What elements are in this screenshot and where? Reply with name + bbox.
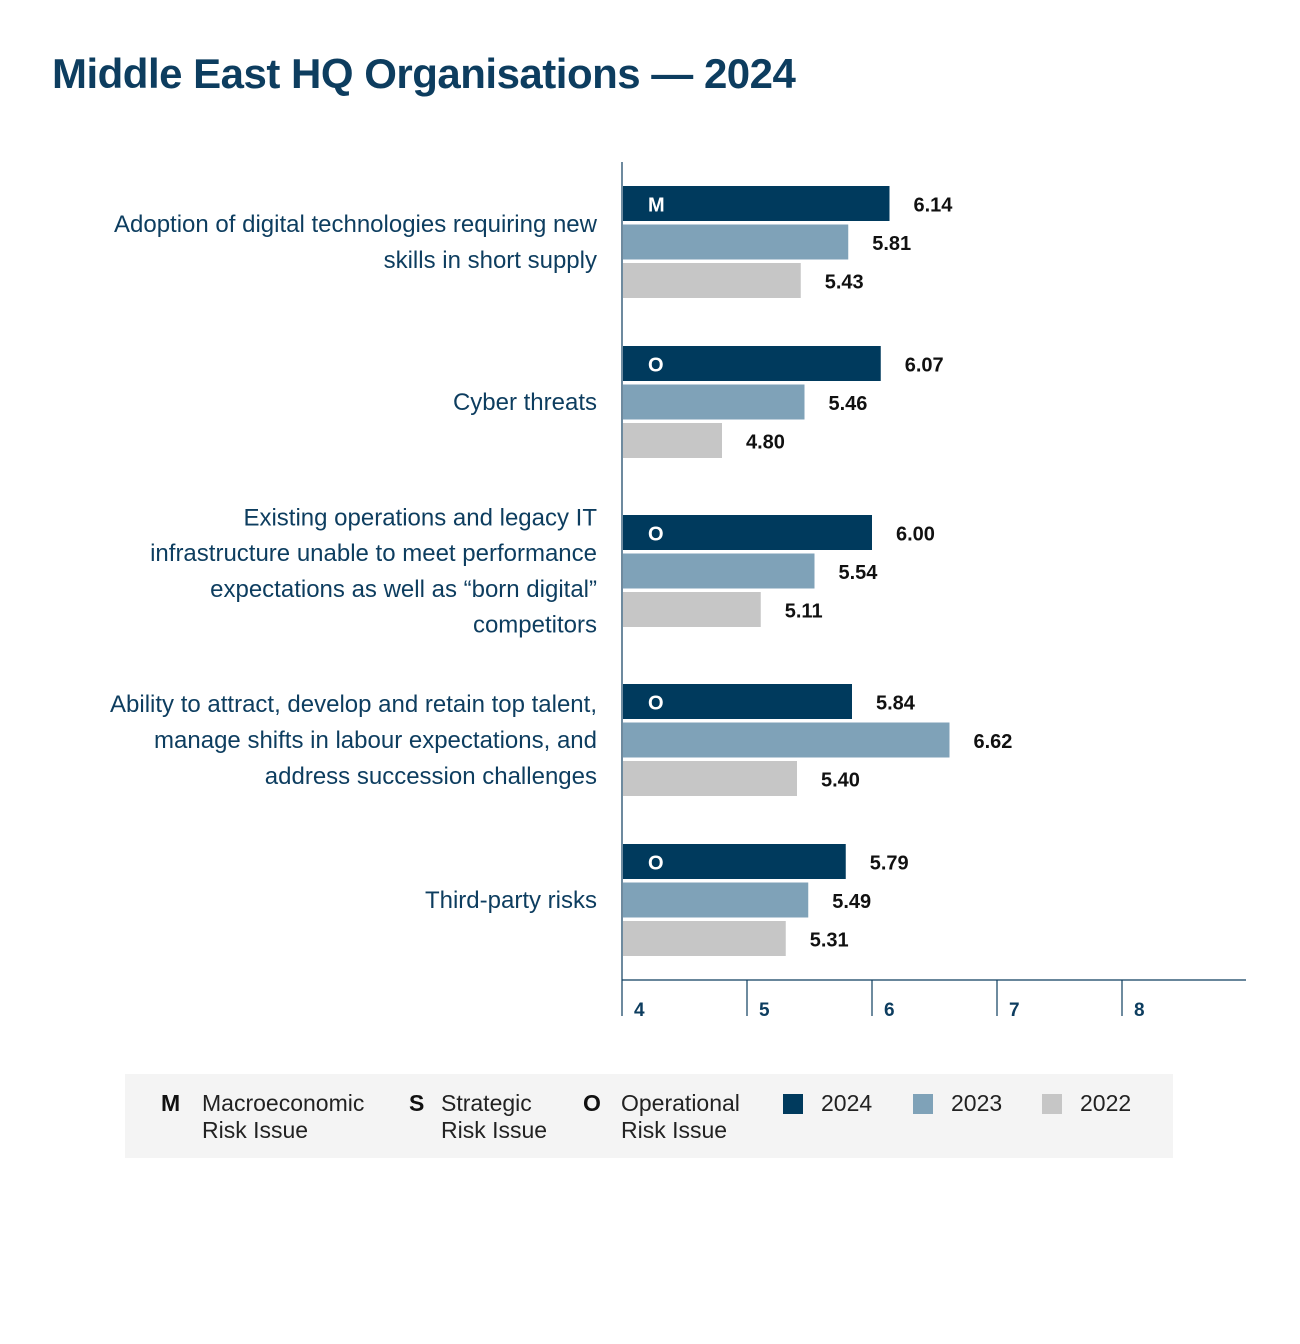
legend-text-macroeconomic: Macroeconomic Risk Issue	[202, 1090, 365, 1143]
x-tick-label: 8	[1134, 1000, 1145, 1021]
legend-swatch-2023	[913, 1094, 933, 1114]
legend-label-2023: 2023	[951, 1090, 1003, 1116]
bar-2024	[623, 684, 852, 719]
legend-swatch-2022	[1042, 1094, 1062, 1114]
legend-key-m: M	[161, 1090, 181, 1116]
category-label: Existing operations and legacy IT	[243, 504, 597, 531]
category-label: competitors	[473, 612, 597, 639]
bar-2024	[623, 515, 872, 550]
value-label-2022: 5.43	[825, 272, 864, 294]
x-tick-label: 7	[1009, 1000, 1020, 1021]
legend-text-operational: Operational Risk Issue	[621, 1090, 740, 1143]
legend-key-s: S	[409, 1090, 425, 1116]
category-label: infrastructure unable to meet performanc…	[150, 540, 597, 567]
value-label-2022: 5.40	[821, 770, 860, 792]
category-label: address succession challenges	[265, 763, 597, 790]
bar-2022	[623, 423, 722, 458]
value-label-2023: 5.54	[839, 562, 879, 584]
legend-swatch-2024	[783, 1094, 803, 1114]
bar-2024	[623, 186, 890, 221]
x-tick-label: 4	[634, 1000, 645, 1021]
bar-2022	[623, 921, 786, 956]
bar-2023	[623, 722, 950, 758]
bar-2024	[623, 844, 846, 879]
bar-2022	[623, 263, 801, 298]
category-label: Cyber threats	[453, 389, 597, 416]
legend-label-2022: 2022	[1080, 1090, 1132, 1116]
value-label-2023: 5.49	[832, 891, 871, 913]
value-label-2022: 4.80	[746, 432, 785, 454]
value-label-2022: 5.11	[785, 601, 823, 623]
value-label-2024: 6.07	[905, 355, 944, 377]
value-label-2024: 5.84	[876, 693, 916, 715]
category-label: Third-party risks	[425, 887, 597, 914]
category-label: expectations as well as “born digital”	[210, 576, 597, 603]
category-label: manage shifts in labour expectations, an…	[154, 727, 597, 754]
value-label-2023: 5.81	[872, 233, 911, 255]
value-label-2024: 6.14	[914, 195, 954, 217]
bar-2023	[623, 553, 815, 589]
x-tick-label: 6	[884, 1000, 895, 1021]
risk-type-badge: O	[648, 355, 664, 377]
bar-2023	[623, 882, 809, 918]
value-label-2024: 5.79	[870, 853, 909, 875]
legend: M Macroeconomic Risk Issue S Strategic Ris…	[125, 1074, 1173, 1158]
category-label: Adoption of digital technologies requiri…	[114, 211, 598, 238]
risk-type-badge: O	[648, 693, 664, 715]
value-label-2023: 6.62	[974, 731, 1013, 753]
bar-2023	[623, 224, 849, 260]
legend-label-2024: 2024	[821, 1090, 873, 1116]
value-label-2022: 5.31	[810, 930, 849, 952]
chart-title: Middle East HQ Organisations — 2024	[52, 50, 796, 97]
risk-type-badge: O	[648, 853, 664, 875]
bar-2022	[623, 592, 761, 627]
x-tick-label: 5	[759, 1000, 770, 1021]
legend-key-o: O	[583, 1090, 601, 1116]
bar-2023	[623, 384, 805, 420]
bar-2024	[623, 346, 881, 381]
bar-2022	[623, 761, 797, 796]
value-label-2023: 5.46	[829, 393, 868, 415]
category-label: Ability to attract, develop and retain t…	[110, 691, 597, 718]
legend-text-strategic: Strategic Risk Issue	[441, 1090, 548, 1143]
risk-type-badge: O	[648, 524, 664, 546]
category-label: skills in short supply	[384, 247, 597, 274]
bar-chart: 4 5 6 7 8 6.14 M 5.81 5.43 Adoption of digital te…	[110, 162, 1246, 1021]
risk-type-badge: M	[648, 195, 665, 217]
value-label-2024: 6.00	[896, 524, 935, 546]
